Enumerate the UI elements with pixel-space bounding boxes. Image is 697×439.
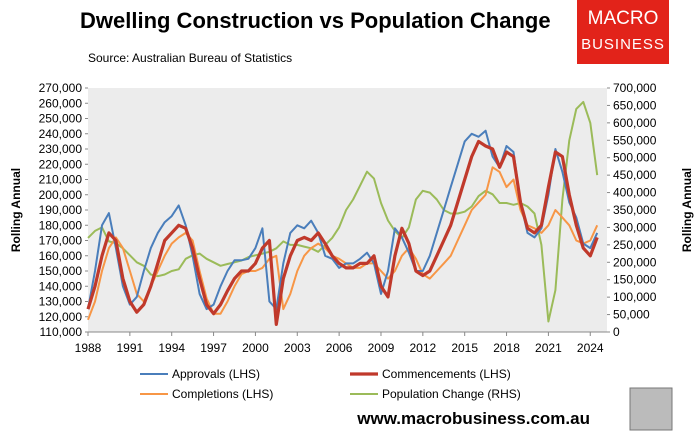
x-tick-label: 2024	[577, 341, 604, 355]
chart-subtitle: Source: Australian Bureau of Statistics	[88, 51, 292, 65]
y-tick-label: 150,000	[39, 264, 83, 278]
logo-icon	[629, 387, 673, 431]
x-tick-label: 1994	[158, 341, 185, 355]
y-tick-label: 250,000	[39, 112, 83, 126]
y-tick-label: 260,000	[39, 96, 83, 110]
y-tick-label: 220,000	[39, 157, 83, 171]
y-tick-label: 160,000	[39, 249, 83, 263]
y-tick-label: 120,000	[39, 310, 83, 324]
y-tick-label: 180,000	[39, 218, 83, 232]
y2-tick-label: 200,000	[613, 255, 657, 269]
y2-tick-label: 450,000	[613, 168, 657, 182]
y-tick-label: 190,000	[39, 203, 83, 217]
chart-title: Dwelling Construction vs Population Chan…	[80, 8, 551, 33]
legend-label: Population Change (RHS)	[382, 387, 521, 401]
x-tick-label: 2009	[368, 341, 395, 355]
logo-text: BUSINESS	[581, 36, 665, 53]
x-tick-label: 2003	[284, 341, 311, 355]
x-tick-label: 2018	[493, 341, 520, 355]
x-tick-label: 2021	[535, 341, 562, 355]
legend-label: Approvals (LHS)	[172, 367, 260, 381]
website: www.macrobusiness.com.au	[356, 409, 590, 428]
x-tick-label: 2006	[326, 341, 353, 355]
y2-tick-label: 650,000	[613, 98, 657, 112]
legend-label: Completions (LHS)	[172, 387, 273, 401]
y2-tick-label: 0	[613, 325, 620, 339]
y-tick-label: 140,000	[39, 279, 83, 293]
y2-tick-label: 700,000	[613, 81, 657, 95]
y-axis-title: Rolling Annual	[9, 168, 23, 252]
y2-tick-label: 100,000	[613, 290, 657, 304]
y2-tick-label: 50,000	[613, 308, 650, 322]
series-line	[86, 139, 599, 326]
x-tick-label: 2012	[409, 341, 436, 355]
plot-area	[88, 88, 607, 332]
y-tick-label: 230,000	[39, 142, 83, 156]
y2-tick-label: 550,000	[613, 133, 657, 147]
y2-tick-label: 500,000	[613, 151, 657, 165]
y2-tick-label: 400,000	[613, 186, 657, 200]
x-tick-label: 1988	[75, 341, 102, 355]
y2-tick-label: 350,000	[613, 203, 657, 217]
x-tick-label: 1991	[117, 341, 144, 355]
y2-tick-label: 300,000	[613, 220, 657, 234]
series-line	[87, 100, 599, 323]
y-tick-label: 270,000	[39, 81, 83, 95]
legend-label: Commencements (LHS)	[382, 367, 511, 381]
y2-tick-label: 600,000	[613, 116, 657, 130]
y2-axis-title: Rolling Annual	[680, 168, 694, 252]
y-tick-label: 130,000	[39, 295, 83, 309]
x-tick-label: 2000	[242, 341, 269, 355]
series-line	[87, 166, 599, 321]
y-tick-label: 170,000	[39, 234, 83, 248]
y2-tick-label: 250,000	[613, 238, 657, 252]
y-tick-label: 210,000	[39, 173, 83, 187]
logo-text: MACRO	[588, 8, 659, 29]
y-tick-label: 110,000	[40, 325, 83, 339]
x-tick-label: 1997	[200, 341, 227, 355]
x-tick-label: 2015	[451, 341, 478, 355]
y-tick-label: 240,000	[39, 127, 83, 141]
y2-tick-label: 150,000	[613, 273, 657, 287]
y-tick-label: 200,000	[39, 188, 83, 202]
logo-box	[577, 0, 669, 64]
